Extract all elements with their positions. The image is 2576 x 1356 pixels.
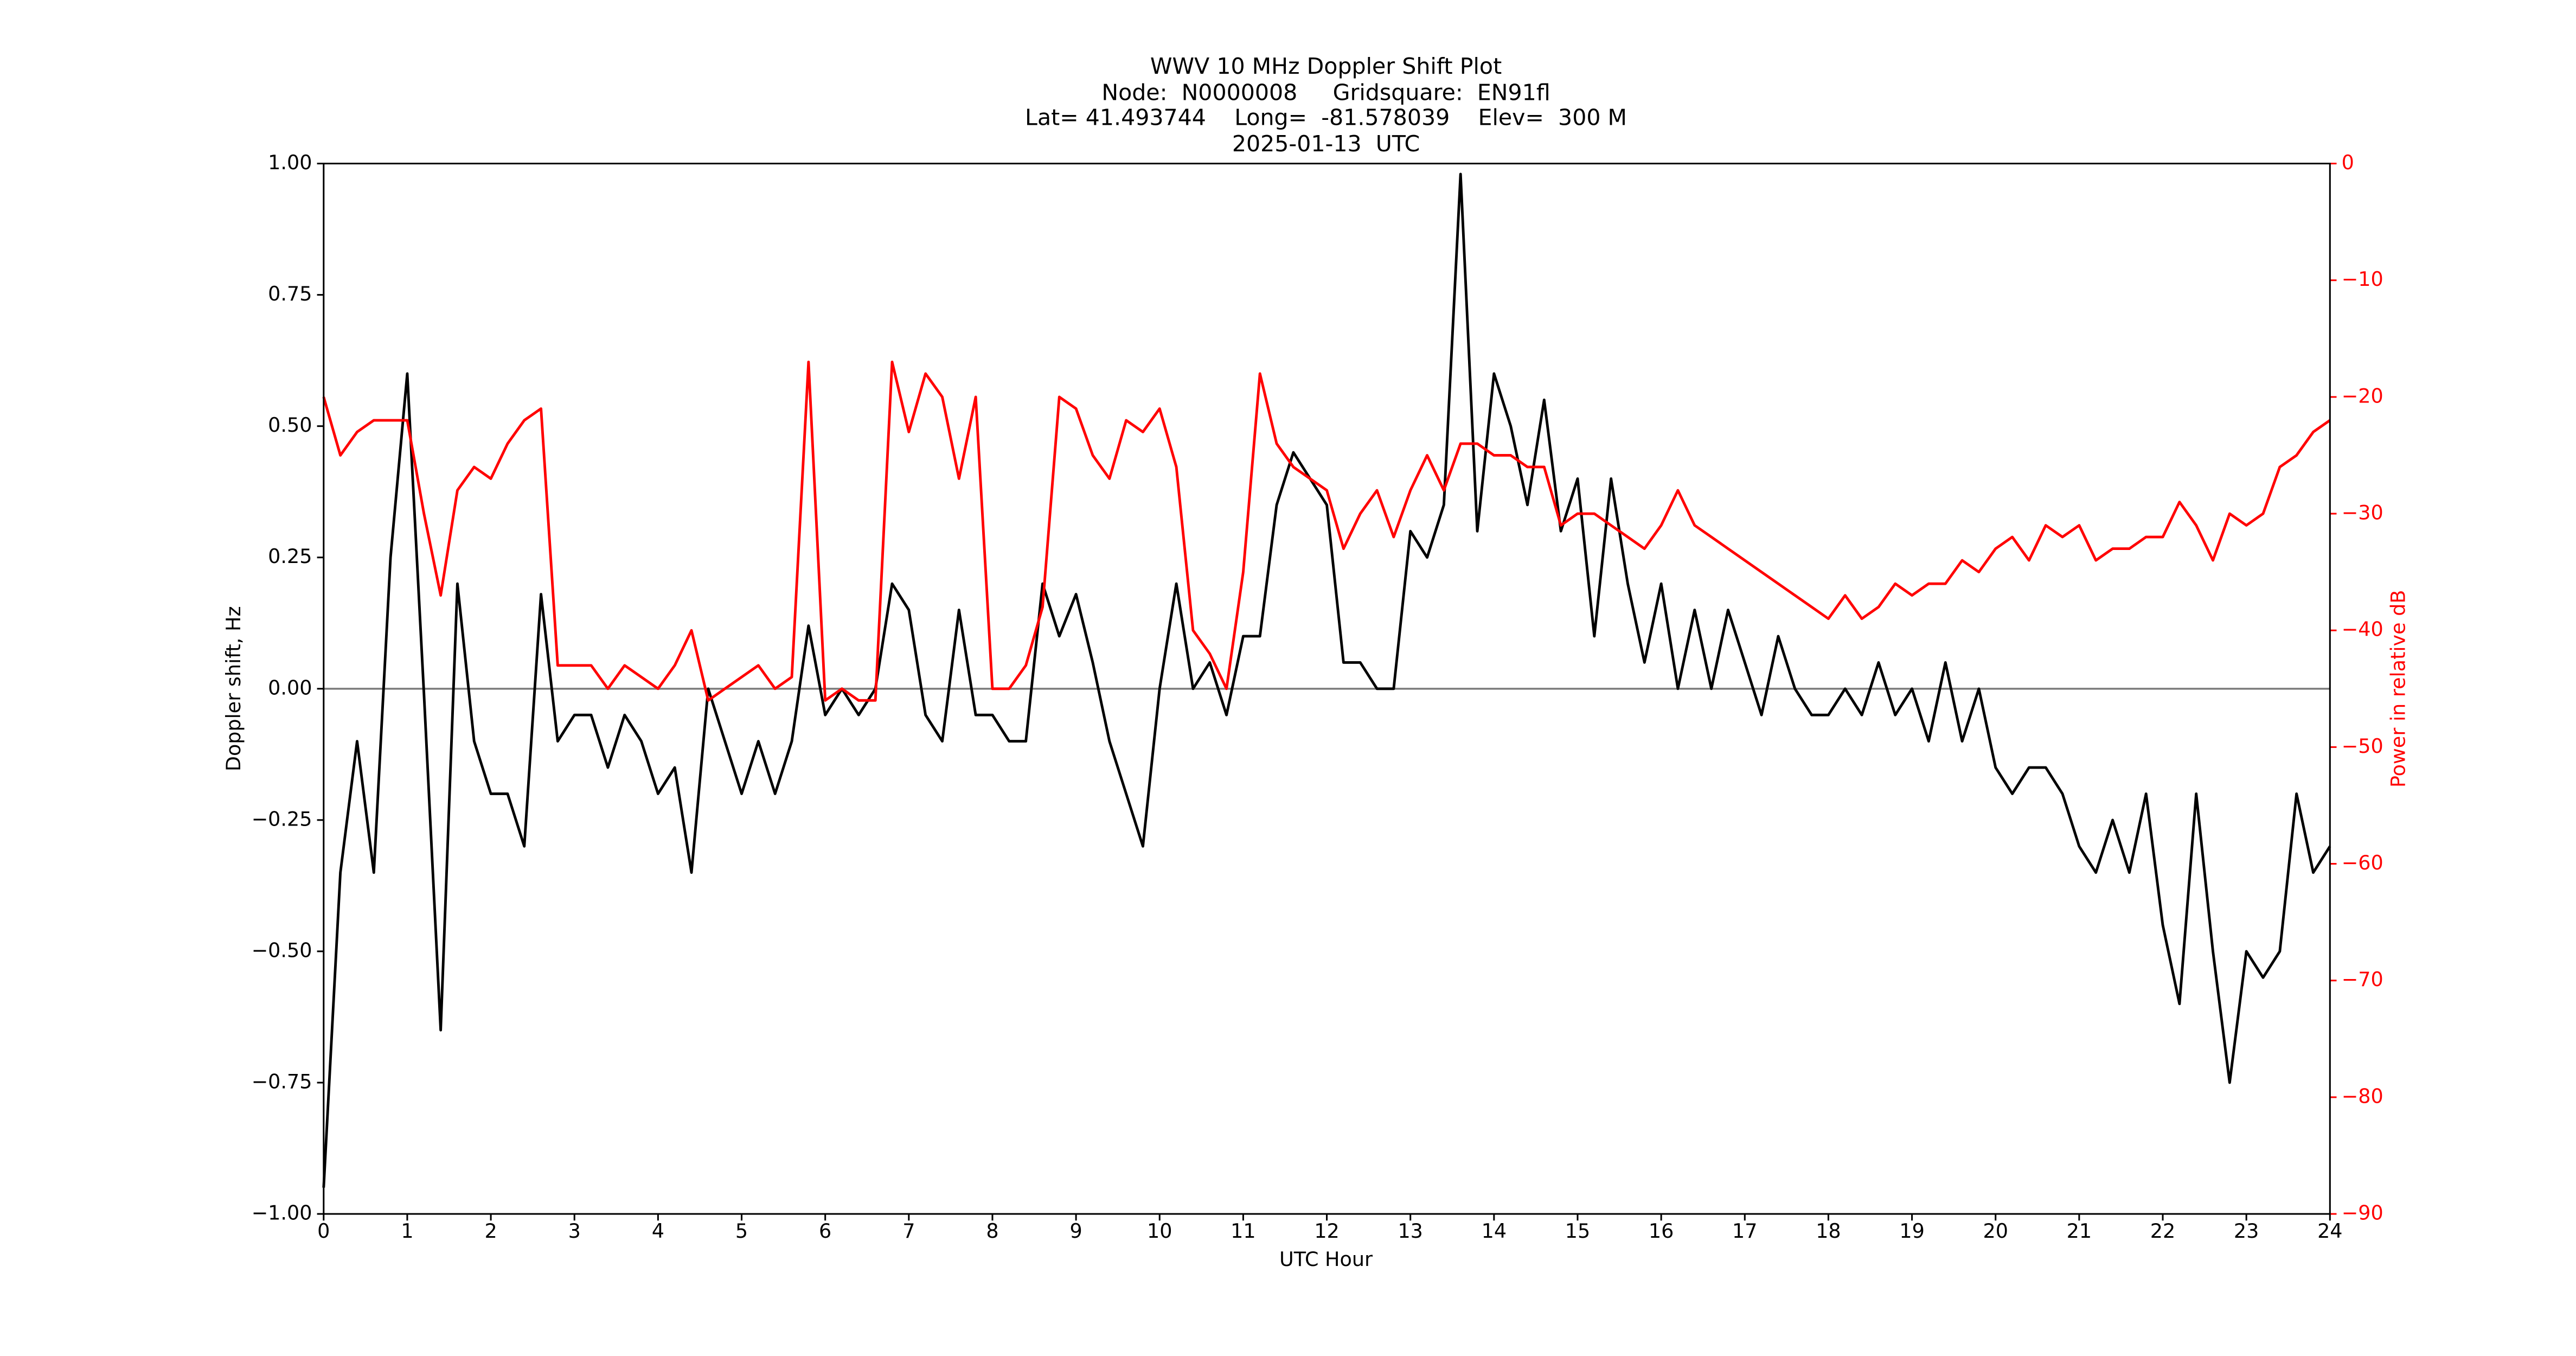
x-tick-label: 13	[1398, 1219, 1422, 1243]
y-tick-label: −0.50	[252, 938, 312, 962]
x-tick-label: 9	[1069, 1219, 1082, 1243]
chart-title: Lat= 41.493744 Long= -81.578039 Elev= 30…	[1025, 104, 1627, 130]
y2-tick-label: −90	[2342, 1201, 2383, 1225]
y-tick-label: 0.50	[268, 413, 312, 437]
series-line	[322, 172, 2331, 1188]
x-tick-label: 5	[735, 1219, 748, 1243]
y2-tick-label: −10	[2342, 267, 2383, 291]
y-tick-label: 0.25	[268, 545, 312, 568]
x-axis-label: UTC Hour	[1279, 1248, 1373, 1271]
chart-title: Node: N0000008 Gridsquare: EN91fl	[1101, 80, 1550, 106]
x-tick-label: 19	[1899, 1219, 1924, 1243]
x-tick-label: 23	[2234, 1219, 2259, 1243]
y2-tick-label: −70	[2342, 968, 2383, 991]
y2-tick-label: −20	[2342, 384, 2383, 407]
x-tick-label: 20	[1983, 1219, 2008, 1243]
series-line	[322, 360, 2331, 702]
x-tick-label: 17	[1732, 1219, 1757, 1243]
y-tick-label: 0.00	[268, 676, 312, 699]
y-tick-label: −0.25	[252, 807, 312, 830]
x-tick-label: 11	[1231, 1219, 1255, 1243]
y-tick-label: −1.00	[252, 1201, 312, 1225]
x-tick-label: 6	[819, 1219, 831, 1243]
x-tick-label: 18	[1816, 1219, 1841, 1243]
y-tick-label: −0.75	[252, 1070, 312, 1093]
x-tick-label: 16	[1649, 1219, 1674, 1243]
x-tick-label: 12	[1314, 1219, 1339, 1243]
x-tick-label: 15	[1565, 1219, 1590, 1243]
y2-tick-label: −40	[2342, 618, 2383, 641]
x-tick-label: 4	[652, 1219, 664, 1243]
y2-tick-label: −50	[2342, 734, 2383, 758]
y-axis-label: Doppler shift, Hz	[222, 606, 245, 771]
y2-tick-label: −60	[2342, 851, 2383, 874]
plot-frame	[323, 162, 2331, 1215]
x-tick-label: 0	[317, 1219, 330, 1243]
chart-title: WWV 10 MHz Doppler Shift Plot	[1150, 53, 1502, 79]
x-tick-label: 3	[568, 1219, 581, 1243]
x-tick-label: 10	[1147, 1219, 1172, 1243]
x-tick-label: 8	[986, 1219, 998, 1243]
x-tick-label: 7	[902, 1219, 915, 1243]
y-tick-label: 0.75	[268, 282, 312, 305]
y2-tick-label: 0	[2342, 151, 2354, 174]
y2-tick-label: −30	[2342, 501, 2383, 525]
x-tick-label: 2	[484, 1219, 497, 1243]
x-tick-label: 14	[1482, 1219, 1507, 1243]
y-tick-label: 1.00	[268, 151, 312, 174]
x-tick-label: 24	[2317, 1219, 2342, 1243]
y2-axis-label: Power in relative dB	[2387, 590, 2410, 788]
x-tick-label: 22	[2150, 1219, 2175, 1243]
y2-tick-label: −80	[2342, 1084, 2383, 1108]
x-tick-label: 1	[401, 1219, 413, 1243]
x-tick-label: 21	[2067, 1219, 2092, 1243]
chart-title: 2025-01-13 UTC	[1232, 131, 1420, 157]
